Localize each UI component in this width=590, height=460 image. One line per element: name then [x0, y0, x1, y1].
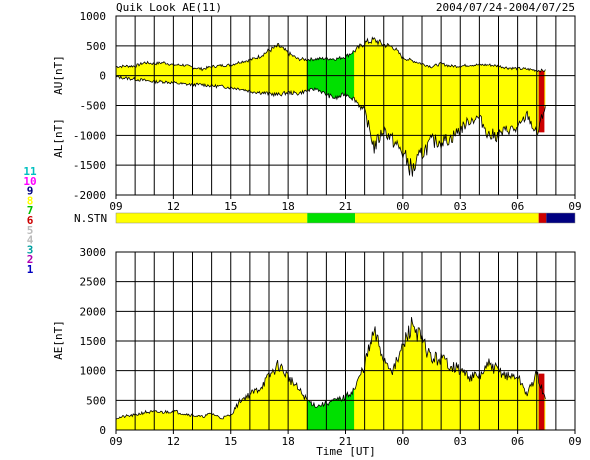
x-tick-label: 09 — [109, 435, 122, 448]
y-tick-label: 3000 — [80, 246, 107, 259]
station-legend-number: 6 — [27, 214, 34, 227]
station-bar-frame — [115, 212, 576, 224]
ae-y-axis-label: AE[nT] — [52, 320, 65, 360]
y-tick-label: 500 — [86, 394, 106, 407]
station-bar-segment — [307, 213, 356, 223]
date-range: 2004/07/24-2004/07/25 — [436, 1, 575, 14]
ae-fill-green — [307, 388, 355, 430]
y-tick-label: 0 — [99, 424, 106, 437]
station-bar-segment — [538, 213, 547, 223]
x-axis-label: Time [UT] — [316, 445, 376, 458]
y-tick-label: 2000 — [80, 305, 107, 318]
x-tick-label: 09 — [568, 200, 581, 213]
x-tick-label: 06 — [511, 200, 524, 213]
x-tick-label: 00 — [396, 200, 409, 213]
x-tick-label: 15 — [224, 435, 237, 448]
station-legend-number: 8 — [27, 194, 34, 207]
x-tick-label: 21 — [339, 200, 352, 213]
y-tick-label: 1000 — [80, 10, 107, 23]
al-series-line — [115, 75, 546, 177]
y-tick-label: -1000 — [73, 129, 106, 142]
au-al-fill — [116, 37, 546, 177]
au-al-red-segment — [538, 70, 545, 133]
station-bar-segment — [116, 213, 308, 223]
x-tick-label: 03 — [454, 200, 467, 213]
au-series-line — [115, 36, 546, 73]
ae-red-segment — [538, 373, 545, 430]
station-legend-number: 1 — [27, 263, 34, 276]
x-tick-label: 12 — [167, 435, 180, 448]
x-tick-label: 06 — [511, 435, 524, 448]
station-count-bar: N.STN — [74, 212, 576, 225]
ae-series-line — [115, 316, 546, 420]
station-legend-number: 3 — [27, 243, 34, 256]
x-tick-label: 03 — [454, 435, 467, 448]
y-tick-label: 1000 — [80, 365, 107, 378]
station-legend-number: 9 — [27, 185, 34, 198]
station-legend-number: 4 — [27, 234, 34, 247]
x-tick-label: 15 — [224, 200, 237, 213]
x-tick-label: 18 — [282, 435, 295, 448]
station-legend-number: 11 — [23, 165, 37, 178]
y-tick-label: -2000 — [73, 189, 106, 202]
station-legend-number: 5 — [27, 224, 34, 237]
al-y-axis-label: AL[nT] — [52, 118, 65, 158]
x-tick-label: 21 — [339, 435, 352, 448]
y-tick-label: 0 — [99, 70, 106, 83]
x-tick-label: 00 — [396, 435, 409, 448]
y-tick-label: 2500 — [80, 276, 107, 289]
station-legend-number: 10 — [23, 175, 36, 188]
x-tick-label: 09 — [109, 200, 122, 213]
chart-title: Quik Look AE(11) — [116, 1, 222, 14]
ae-fill — [116, 317, 546, 430]
station-legend-number: 7 — [27, 204, 34, 217]
x-tick-label: 18 — [282, 200, 295, 213]
y-tick-label: -1500 — [73, 159, 106, 172]
au-y-axis-label: AU[nT] — [52, 55, 65, 95]
y-tick-label: 1500 — [80, 335, 107, 348]
y-tick-label: -500 — [80, 100, 107, 113]
station-bar-segment — [355, 213, 539, 223]
x-tick-label: 12 — [167, 200, 180, 213]
x-tick-label: 09 — [568, 435, 581, 448]
y-tick-label: 500 — [86, 40, 106, 53]
station-bar-label: N.STN — [74, 212, 107, 225]
station-bar-segment — [546, 213, 575, 223]
station-legend-number: 2 — [27, 253, 34, 266]
